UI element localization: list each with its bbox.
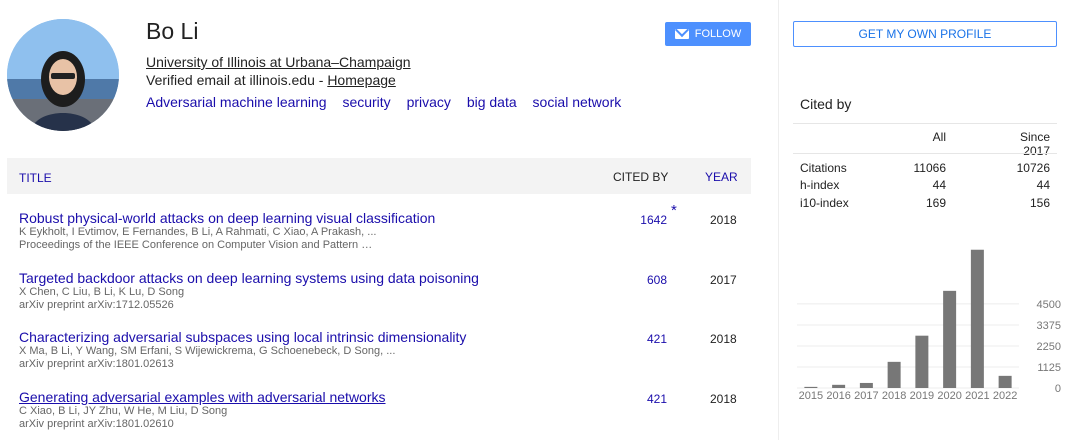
stats-row: h-index 44 44 bbox=[800, 178, 1057, 194]
stats-since: 156 bbox=[1029, 196, 1050, 210]
article-year: 2018 bbox=[710, 332, 737, 346]
x-tick-label: 2019 bbox=[910, 390, 934, 402]
cited-by-count-link[interactable]: 421 bbox=[646, 392, 667, 406]
interest-link[interactable]: privacy bbox=[406, 94, 451, 110]
follow-button[interactable]: FOLLOW bbox=[665, 22, 751, 46]
cited-by-count-link[interactable]: 1642 bbox=[640, 213, 667, 227]
email-text: Verified email at illinois.edu - bbox=[146, 72, 328, 88]
x-tick-label: 2018 bbox=[882, 390, 906, 402]
merged-citations-star[interactable]: * bbox=[671, 202, 677, 219]
article-authors: C Xiao, B Li, JY Zhu, W He, M Liu, D Son… bbox=[19, 405, 228, 417]
article-authors: X Chen, C Liu, B Li, K Lu, D Song bbox=[19, 286, 185, 298]
divider bbox=[793, 123, 1057, 124]
interest-link[interactable]: security bbox=[342, 94, 391, 110]
cited-by-heading: Cited by bbox=[800, 96, 852, 112]
sort-by-title[interactable]: TITLE bbox=[19, 171, 52, 185]
stats-all: 169 bbox=[925, 196, 946, 210]
verified-email: Verified email at illinois.edu - Homepag… bbox=[146, 72, 396, 88]
bar-2015[interactable] bbox=[804, 386, 818, 388]
bar-2022[interactable] bbox=[998, 375, 1012, 388]
article-year: 2018 bbox=[710, 213, 737, 227]
article-year: 2017 bbox=[710, 273, 737, 287]
interest-link[interactable]: social network bbox=[532, 94, 622, 110]
y-tick-label: 2250 bbox=[1037, 341, 1061, 353]
stats-row: i10-index 169 156 bbox=[800, 196, 1057, 212]
affiliation-link[interactable]: University of Illinois at Urbana–Champai… bbox=[146, 54, 411, 70]
stats-label: i10-index bbox=[800, 196, 849, 210]
article-authors: K Eykholt, I Evtimov, E Fernandes, B Li,… bbox=[19, 226, 377, 238]
stats-all: 44 bbox=[932, 178, 946, 192]
divider bbox=[793, 153, 1057, 154]
sort-by-cited[interactable]: CITED BY bbox=[613, 170, 669, 184]
homepage-link[interactable]: Homepage bbox=[327, 72, 396, 88]
profile-name: Bo Li bbox=[146, 18, 199, 44]
article-title-link[interactable]: Generating adversarial examples with adv… bbox=[19, 389, 386, 405]
table-row: Robust physical-world attacks on deep le… bbox=[19, 202, 749, 252]
cited-by-count-link[interactable]: 421 bbox=[646, 332, 667, 346]
bar-2016[interactable] bbox=[832, 384, 846, 388]
cited-by-columns: All Since 2017 bbox=[800, 130, 1057, 158]
stats-since: 44 bbox=[1036, 178, 1050, 192]
interest-link[interactable]: big data bbox=[466, 94, 517, 110]
cited-by-count-link[interactable]: 608 bbox=[646, 273, 667, 287]
article-authors: X Ma, B Li, Y Wang, SM Erfani, S Wijewic… bbox=[19, 345, 396, 357]
bar-2018[interactable] bbox=[887, 361, 901, 388]
article-venue: arXiv preprint arXiv:1801.02610 bbox=[19, 418, 174, 430]
stats-label: h-index bbox=[800, 178, 840, 192]
article-title-link[interactable]: Robust physical-world attacks on deep le… bbox=[19, 210, 436, 226]
y-tick-label: 4500 bbox=[1037, 299, 1061, 311]
bar-2021[interactable] bbox=[970, 249, 984, 388]
x-tick-label: 2017 bbox=[854, 390, 878, 402]
bar-2020[interactable] bbox=[943, 290, 957, 388]
col-since: Since 2017 bbox=[1019, 130, 1050, 158]
bar-2017[interactable] bbox=[859, 382, 873, 388]
y-tick-label: 3375 bbox=[1037, 320, 1061, 332]
x-tick-label: 2020 bbox=[937, 390, 961, 402]
col-all: All bbox=[932, 130, 946, 144]
articles-table-header: TITLE CITED BY YEAR bbox=[7, 158, 751, 194]
article-title-link[interactable]: Targeted backdoor attacks on deep learni… bbox=[19, 270, 479, 286]
y-tick-label: 1125 bbox=[1037, 362, 1061, 374]
get-my-own-profile-button[interactable]: GET MY OWN PROFILE bbox=[793, 21, 1057, 47]
table-row: Generating adversarial examples with adv… bbox=[19, 389, 749, 431]
stats-all: 11066 bbox=[913, 161, 946, 175]
y-tick-label: 0 bbox=[1055, 383, 1061, 395]
envelope-icon bbox=[674, 29, 689, 39]
x-tick-label: 2015 bbox=[799, 390, 823, 402]
stats-since: 10726 bbox=[1016, 161, 1050, 175]
stats-row: Citations 11066 10726 bbox=[800, 161, 1057, 177]
interest-link[interactable]: Adversarial machine learning bbox=[146, 94, 327, 110]
article-title-link[interactable]: Characterizing adversarial subspaces usi… bbox=[19, 329, 467, 345]
table-row: Characterizing adversarial subspaces usi… bbox=[19, 329, 749, 371]
table-row: Targeted backdoor attacks on deep learni… bbox=[19, 270, 749, 312]
article-venue: arXiv preprint arXiv:1801.02613 bbox=[19, 358, 174, 370]
article-venue: Proceedings of the IEEE Conference on Co… bbox=[19, 239, 373, 251]
bar-2019[interactable] bbox=[915, 335, 929, 388]
article-year: 2018 bbox=[710, 392, 737, 406]
article-venue: arXiv preprint arXiv:1712.05526 bbox=[19, 299, 174, 311]
sort-by-year[interactable]: YEAR bbox=[705, 170, 738, 184]
stats-label: Citations bbox=[800, 161, 847, 175]
x-tick-label: 2016 bbox=[826, 390, 850, 402]
x-tick-label: 2022 bbox=[993, 390, 1017, 402]
column-divider bbox=[778, 0, 779, 440]
follow-label: FOLLOW bbox=[694, 28, 742, 40]
profile-photo bbox=[7, 19, 119, 131]
x-tick-label: 2021 bbox=[965, 390, 989, 402]
research-interests: Adversarial machine learning security pr… bbox=[146, 94, 633, 110]
